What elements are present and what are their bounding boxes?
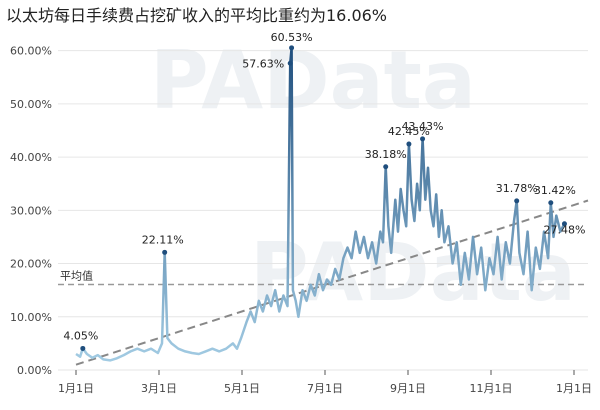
x-tick-label: 9月1日 — [390, 382, 426, 395]
y-tick-label: 50.00% — [10, 98, 52, 111]
data-label: 38.18% — [365, 148, 407, 161]
x-axis: 1月1日 3月1日 5月1日 7月1日 9月1日 11月1日 1月1日 — [58, 370, 592, 395]
y-axis: 0.00% 10.00% 20.00% 30.00% 40.00% 50.00% 60.00… — [10, 45, 52, 377]
peak-marker — [80, 345, 86, 351]
y-tick-label: 0.00% — [17, 364, 52, 377]
peak-marker — [514, 198, 520, 204]
series-line — [75, 46, 566, 362]
data-label: 43.43% — [402, 120, 444, 133]
x-tick-label: 3月1日 — [141, 382, 177, 395]
reference-lines: 平均值 — [58, 199, 589, 366]
y-tick-label: 60.00% — [10, 45, 52, 58]
watermark: PAData — [250, 226, 576, 319]
peak-marker — [420, 136, 426, 142]
data-label: 57.63% — [242, 57, 284, 70]
data-labels: 4.05% 22.11% 57.63% 60.53% 38.18% 42.45%43.43… — [63, 31, 585, 343]
data-label: 42.45% — [388, 125, 430, 138]
peak-markers — [80, 45, 567, 351]
data-label: 31.42% — [534, 184, 576, 197]
peak-marker — [289, 45, 295, 51]
peak-marker — [406, 141, 412, 147]
data-label: 31.78% — [496, 182, 538, 195]
x-tick-label: 1月1日 — [556, 382, 592, 395]
watermark: PAData — [150, 34, 476, 127]
peak-marker — [383, 164, 389, 170]
peak-marker — [561, 221, 567, 227]
peak-marker — [548, 200, 554, 206]
y-tick-label: 30.00% — [10, 204, 52, 217]
x-tick-label: 1月1日 — [58, 382, 94, 395]
peak-marker — [287, 60, 293, 66]
peak-marker — [162, 249, 168, 255]
x-tick-label: 7月1日 — [307, 382, 343, 395]
data-label: 4.05% — [63, 329, 98, 342]
chart-title: 以太坊每日手续费占挖矿收入的平均比重约为16.06% — [6, 6, 388, 25]
y-tick-label: 40.00% — [10, 151, 52, 164]
x-tick-label: 11月1日 — [470, 382, 513, 395]
series-group — [75, 46, 566, 362]
watermark-group: PAData PAData — [150, 34, 576, 319]
trend-line — [75, 199, 589, 366]
x-tick-label: 5月1日 — [224, 382, 260, 395]
grid — [58, 50, 588, 371]
data-label: 22.11% — [142, 233, 184, 246]
y-tick-label: 20.00% — [10, 258, 52, 271]
average-label: 平均值 — [60, 270, 93, 283]
data-label: 27.48% — [543, 224, 585, 237]
data-label: 60.53% — [271, 31, 313, 44]
y-tick-label: 10.00% — [10, 311, 52, 324]
